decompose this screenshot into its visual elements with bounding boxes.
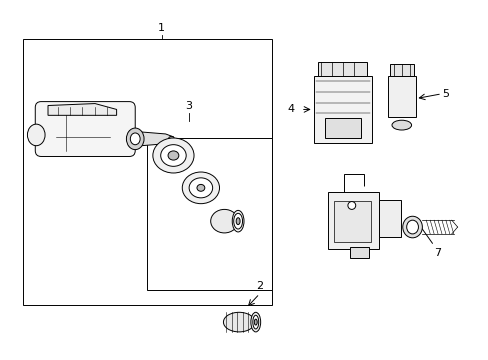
- Ellipse shape: [236, 218, 240, 225]
- Ellipse shape: [254, 319, 257, 325]
- Polygon shape: [48, 104, 116, 115]
- Bar: [325, 118, 360, 138]
- Bar: [379, 199, 400, 237]
- Ellipse shape: [252, 315, 258, 329]
- Ellipse shape: [250, 312, 260, 332]
- Ellipse shape: [406, 220, 418, 234]
- Text: 4: 4: [287, 104, 294, 114]
- Text: 1: 1: [158, 23, 165, 33]
- Bar: [22, 39, 272, 305]
- Ellipse shape: [168, 136, 174, 141]
- Ellipse shape: [189, 178, 212, 198]
- Ellipse shape: [27, 124, 45, 146]
- Ellipse shape: [130, 133, 140, 145]
- Text: 6: 6: [361, 248, 368, 258]
- Text: 3: 3: [185, 102, 192, 111]
- Ellipse shape: [161, 145, 186, 166]
- Ellipse shape: [233, 213, 242, 229]
- Ellipse shape: [126, 128, 144, 150]
- Bar: [318, 62, 367, 76]
- Bar: [147, 138, 272, 290]
- Ellipse shape: [197, 184, 204, 191]
- Circle shape: [347, 202, 355, 210]
- Ellipse shape: [182, 172, 219, 204]
- Bar: [349, 247, 369, 258]
- Polygon shape: [129, 131, 173, 147]
- Bar: [313, 76, 372, 143]
- Bar: [333, 201, 371, 242]
- Ellipse shape: [210, 210, 238, 233]
- Text: 5: 5: [442, 89, 448, 99]
- Bar: [389, 64, 413, 76]
- Bar: [327, 192, 379, 249]
- Bar: [387, 76, 415, 117]
- Ellipse shape: [232, 210, 244, 232]
- Ellipse shape: [391, 120, 411, 130]
- Ellipse shape: [223, 312, 254, 332]
- Ellipse shape: [402, 216, 422, 238]
- Text: 7: 7: [434, 248, 441, 258]
- Ellipse shape: [153, 138, 194, 173]
- Ellipse shape: [168, 151, 179, 160]
- FancyBboxPatch shape: [35, 102, 135, 157]
- Text: 2: 2: [256, 281, 263, 291]
